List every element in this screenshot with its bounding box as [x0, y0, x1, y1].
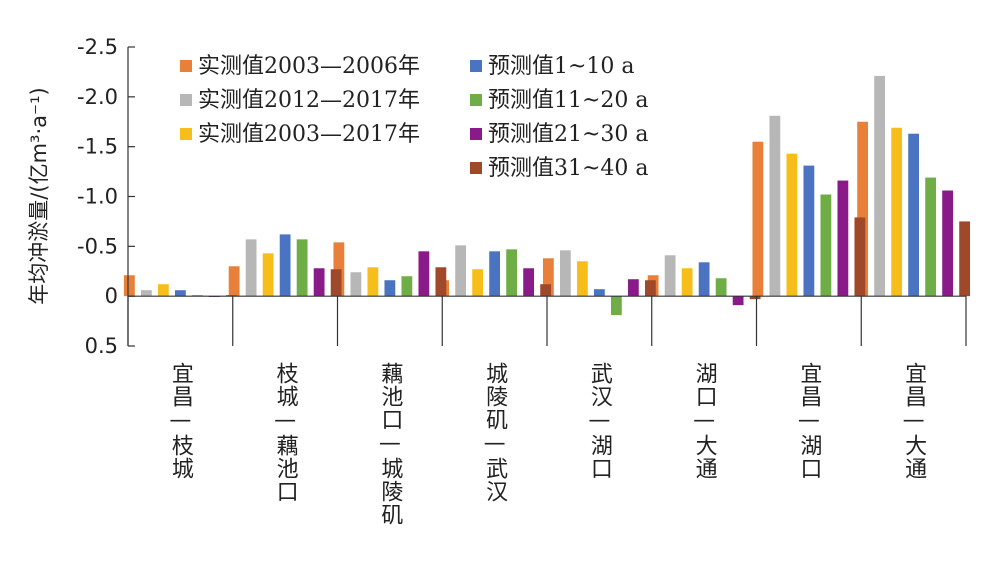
bar: [644, 280, 656, 297]
legend-swatch: [470, 128, 482, 140]
y-tick-label: -0.5: [77, 234, 118, 258]
bar: [874, 75, 886, 297]
category-label: 藕池口—城陵矶: [377, 362, 403, 526]
bar: [681, 268, 693, 297]
bar: [593, 289, 605, 297]
legend: 实测值2003—2006年实测值2012—2017年实测值2003—2017年预…: [180, 54, 649, 181]
bar: [820, 194, 832, 297]
category-labels: 宜昌—枝城 枝城—藕池口 藕池口—城陵矶 城陵矶—武汉 武汉—湖口 湖口—大通 宜昌—湖口 宜…: [168, 362, 927, 526]
bar: [857, 121, 869, 297]
category-label: 武汉—湖口: [587, 362, 613, 480]
y-tick-label: 0: [105, 284, 118, 308]
bar: [384, 280, 396, 297]
bar: [540, 284, 552, 297]
bar: [715, 278, 727, 297]
bar: [837, 180, 849, 297]
bar: [435, 267, 447, 297]
bar: [228, 266, 240, 297]
bar: [610, 296, 622, 316]
bar: [350, 272, 362, 297]
bar: [140, 290, 152, 297]
category-label: 枝城—藕池口: [273, 362, 299, 503]
bar: [664, 255, 676, 297]
bar: [959, 221, 971, 297]
category-label: 湖口—大通: [692, 362, 718, 480]
y-tick-label: 0.5: [85, 334, 118, 358]
bar: [506, 249, 518, 297]
legend-swatch: [180, 94, 192, 106]
bar: [279, 234, 291, 297]
bar: [123, 275, 135, 297]
bar: [296, 239, 308, 297]
bar: [174, 290, 186, 297]
legend-label: 实测值2003—2017年: [198, 122, 420, 147]
legend-swatch: [180, 128, 192, 140]
bar: [401, 276, 413, 297]
bar: [559, 250, 571, 297]
bar: [489, 251, 501, 297]
legend-label: 预测值11~20 a: [488, 88, 649, 113]
bar: [472, 269, 484, 297]
category-label: 宜昌—大通: [901, 362, 927, 480]
bar: [455, 245, 467, 297]
bar: [749, 296, 761, 300]
bar: [418, 251, 430, 297]
bar: [698, 262, 710, 297]
category-label: 宜昌—枝城: [168, 362, 194, 480]
axes: -2.5 -2.0 -1.5 -1.0 -0.5 0 0.5: [77, 35, 967, 358]
bar: [752, 141, 764, 297]
legend-swatch: [470, 60, 482, 72]
bar: [925, 177, 937, 297]
y-tick-label: -1.5: [77, 135, 118, 159]
legend-label: 实测值2003—2006年: [198, 54, 420, 79]
bars: [123, 75, 971, 316]
bar: [786, 153, 798, 297]
bar: [157, 284, 169, 297]
bar: [627, 279, 639, 297]
legend-label: 预测值1~10 a: [488, 54, 635, 79]
bar: [313, 268, 325, 297]
legend-label: 预测值31~40 a: [488, 156, 649, 181]
category-label: 城陵矶—武汉: [482, 362, 508, 503]
y-tick-label: -1.0: [77, 185, 118, 209]
bar: [803, 165, 815, 297]
y-axis-label: 年均冲淤量/(亿m³·a⁻¹): [27, 87, 51, 304]
y-tick-label: -2.0: [77, 85, 118, 109]
legend-label: 实测值2012—2017年: [198, 88, 420, 113]
bar: [523, 268, 535, 297]
bar: [245, 239, 257, 297]
bar: [908, 133, 920, 297]
bar: [891, 127, 903, 297]
bar: [330, 269, 342, 297]
bar: [542, 258, 554, 297]
bar: [942, 190, 954, 297]
y-axis-label-group: 年均冲淤量/(亿m³·a⁻¹): [27, 87, 51, 304]
legend-swatch: [470, 94, 482, 106]
bar: [732, 296, 744, 306]
category-label: 宜昌—湖口: [796, 362, 822, 480]
bar: [576, 261, 588, 297]
bar: [854, 217, 866, 297]
bar: [262, 253, 274, 297]
legend-swatch: [470, 162, 482, 174]
legend-swatch: [180, 60, 192, 72]
y-tick-label: -2.5: [77, 35, 118, 59]
legend-label: 预测值21~30 a: [488, 122, 649, 147]
bar: [769, 115, 781, 297]
bar: [367, 267, 379, 297]
